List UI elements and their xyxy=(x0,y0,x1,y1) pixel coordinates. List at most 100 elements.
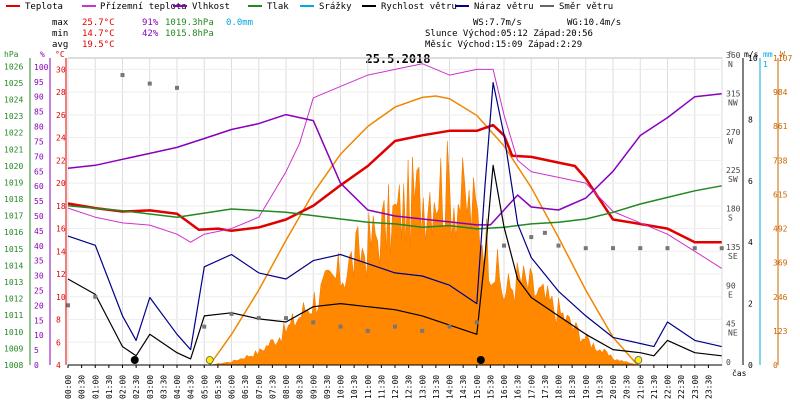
sun-moon-markers xyxy=(130,356,643,364)
wind-direction-point xyxy=(393,324,397,329)
tick-label-humidity: 70 xyxy=(34,152,44,161)
tick-label-time: 07:30 xyxy=(268,375,277,399)
tick-label-temperature: 12 xyxy=(56,270,66,279)
tick-label-time: 22:00 xyxy=(664,375,673,399)
tick-label-solar: 246 xyxy=(773,293,788,302)
wind-direction-point xyxy=(311,320,316,325)
tick-label-time: 09:30 xyxy=(323,375,332,399)
tick-label-time: 02:00 xyxy=(119,375,128,399)
tick-label-humidity: 40 xyxy=(34,242,44,251)
tick-label-wind: 2 xyxy=(748,300,753,309)
tick-label-humidity: 75 xyxy=(34,137,44,146)
tick-label-pressure: 1012 xyxy=(4,295,23,304)
wind-direction-point xyxy=(474,320,479,325)
stats-moon: Měsíc Východ:15:09 Západ:2:29 xyxy=(425,40,582,50)
tick-label-time: 16:00 xyxy=(500,375,509,399)
tick-label-pressure: 1026 xyxy=(4,62,23,71)
tick-label-time: 03:00 xyxy=(146,375,155,399)
tick-label-direction-name: W xyxy=(728,137,733,146)
tick-label-time: 16:30 xyxy=(514,375,523,399)
tick-label-solar: 369 xyxy=(773,259,788,268)
tick-label-time: 15:30 xyxy=(486,375,495,399)
tick-label-time: 06:00 xyxy=(228,375,237,399)
unit-pct: % xyxy=(40,50,45,59)
tick-label-humidity: 55 xyxy=(34,197,44,206)
tick-label-solar: 1107 xyxy=(773,54,792,63)
tick-label-humidity: 15 xyxy=(34,316,44,325)
tick-label-temperature: 30 xyxy=(56,65,66,74)
tick-label-pressure: 1014 xyxy=(4,261,23,270)
tick-label-temperature: 8 xyxy=(56,316,61,325)
tick-label-time: 21:30 xyxy=(650,375,659,399)
stats-min-hum: 42% xyxy=(142,29,159,39)
tick-label-pressure: 1015 xyxy=(4,245,23,254)
tick-label-temperature: 28 xyxy=(56,88,66,97)
tick-label-time: 02:30 xyxy=(132,375,141,399)
wind-direction-points xyxy=(66,73,724,333)
tick-label-time: 11:00 xyxy=(364,375,373,399)
tick-label-pressure: 1023 xyxy=(4,112,23,121)
tick-label-time: 19:00 xyxy=(582,375,591,399)
legend-label-naraz-vetru: Náraz větru xyxy=(474,2,534,12)
tick-label-time: 22:30 xyxy=(677,375,686,399)
tick-label-humidity: 25 xyxy=(34,286,44,295)
tick-label-direction: 315 xyxy=(726,89,741,98)
wind-direction-point xyxy=(638,246,643,251)
tick-label-time: 18:00 xyxy=(555,375,564,399)
stats-ws: WS:7.7m/s xyxy=(473,18,522,28)
tick-label-time: 10:00 xyxy=(337,375,346,399)
tick-label-direction-name: SE xyxy=(728,252,738,261)
tick-label-pressure: 1008 xyxy=(4,361,23,370)
tick-label-time: 00:00 xyxy=(64,375,73,399)
tick-label-direction: 135 xyxy=(726,243,741,252)
wind-direction-point xyxy=(583,246,588,251)
tick-label-time: 06:30 xyxy=(241,375,250,399)
tick-label-humidity: 10 xyxy=(34,331,44,340)
tick-label-time: 05:30 xyxy=(214,375,223,399)
wind-direction-point xyxy=(202,324,207,329)
tick-label-rain: 1 xyxy=(763,60,768,69)
tick-label-direction: 90 xyxy=(726,281,736,290)
tick-label-solar: 0 xyxy=(773,361,778,370)
legend-label-vlhkost: Vlhkost xyxy=(192,2,230,12)
tick-label-pressure: 1016 xyxy=(4,228,23,237)
series-lines xyxy=(67,63,722,360)
tick-label-direction-name: N xyxy=(728,60,733,69)
stats-max-temp: 25.7°C xyxy=(82,18,115,28)
stats-min-temp: 14.7°C xyxy=(82,29,115,39)
tick-label-humidity: 45 xyxy=(34,227,44,236)
legend-label-smer-vetru: Směr větru xyxy=(559,2,613,12)
tick-label-solar: 492 xyxy=(773,225,788,234)
tick-label-time: 10:30 xyxy=(350,375,359,399)
tick-label-time: 04:30 xyxy=(187,375,196,399)
tick-label-time: 23:00 xyxy=(691,375,700,399)
wind-direction-point xyxy=(66,303,70,308)
tick-label-direction-name: NE xyxy=(728,329,738,338)
tick-label-humidity: 65 xyxy=(34,167,44,176)
tick-label-wind: 6 xyxy=(748,177,753,186)
tick-label-time: 08:00 xyxy=(282,375,291,399)
unit-mm: mm xyxy=(763,50,773,59)
legend: Teplota Přízemní teplota Vlhkost Tlak Sr… xyxy=(6,2,613,12)
tick-label-time: 01:00 xyxy=(91,375,100,399)
unit-wm2: W xyxy=(780,50,785,59)
stats-max-press: 1019.3hPa xyxy=(165,18,214,28)
tick-label-time: 17:00 xyxy=(527,375,536,399)
tick-label-temperature: 16 xyxy=(56,225,66,234)
tick-label-time: 17:30 xyxy=(541,375,550,399)
tick-label-time: 15:00 xyxy=(473,375,482,399)
stats-sun: Slunce Východ:05:12 Západ:20:56 xyxy=(425,29,593,39)
tick-label-time: 21:00 xyxy=(636,375,645,399)
tick-label-direction: 180 xyxy=(726,205,741,214)
wind-direction-point xyxy=(175,85,179,90)
tick-label-humidity: 20 xyxy=(34,301,44,310)
tick-label-time: 14:00 xyxy=(446,375,455,399)
tick-label-time: 23:30 xyxy=(704,375,713,399)
tick-label-temperature: 22 xyxy=(56,156,66,165)
chart-title: 25.5.2018 xyxy=(365,52,430,66)
tick-label-direction-name: E xyxy=(728,290,733,299)
tick-label-time: 19:30 xyxy=(595,375,604,399)
tick-label-solar: 738 xyxy=(773,156,788,165)
tick-label-time: 14:30 xyxy=(459,375,468,399)
